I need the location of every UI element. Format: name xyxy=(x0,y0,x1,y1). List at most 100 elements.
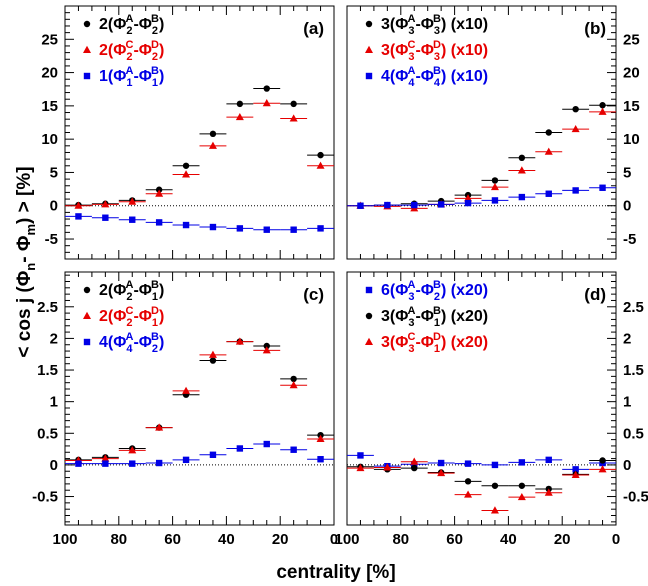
x-tick-label: 0 xyxy=(330,531,338,548)
legend-label-part: ) xyxy=(159,42,164,59)
legend-label-part: 1(Φ xyxy=(99,68,126,85)
data-point xyxy=(290,226,297,233)
y-axis-label-sub: m xyxy=(23,224,38,236)
data-point xyxy=(517,492,526,501)
legend-label-part: ) xyxy=(159,282,164,299)
data-point xyxy=(518,193,526,201)
legend-label-part: C xyxy=(407,39,415,51)
legend-label-part: ) xyxy=(159,16,164,33)
data-point xyxy=(383,463,392,471)
data-point xyxy=(365,20,373,28)
legend-label-part: 1 xyxy=(152,291,158,303)
data-point xyxy=(572,466,579,473)
y-axis-label-sub: n xyxy=(23,263,38,271)
data-point xyxy=(464,460,472,467)
y-tick-label: 0 xyxy=(50,198,58,215)
data-point xyxy=(545,190,552,197)
data-series xyxy=(347,457,616,514)
data-point xyxy=(317,456,324,463)
legend-label: 3(Φ3C-Φ3D) (x10) xyxy=(381,39,488,63)
legend-label-part: B xyxy=(433,65,441,77)
y-tick-label: 20 xyxy=(41,65,58,82)
data-point xyxy=(182,456,190,464)
data-point xyxy=(263,85,270,92)
legend-label: 6(Φ3A-Φ2B) (x20) xyxy=(381,279,488,303)
legend-label-part: ) (x10) xyxy=(441,42,488,59)
data-point xyxy=(317,225,324,232)
y-axis-label: < cos j (Φn- Φm) > [%] xyxy=(14,166,38,357)
data-point xyxy=(544,147,553,155)
x-tick-label: 0 xyxy=(612,531,620,548)
y-tick-label: -0.5 xyxy=(623,489,648,506)
y-tick-label: 10 xyxy=(623,131,640,148)
data-point xyxy=(518,482,526,489)
data-point xyxy=(598,465,607,473)
legend-label-part: 2 xyxy=(152,51,158,63)
y-tick-label: -0.5 xyxy=(32,489,58,506)
legend-label: 3(Φ3C-Φ1D) (x20) xyxy=(381,331,488,355)
x-tick-label: 60 xyxy=(164,531,181,548)
y-tick-label: 15 xyxy=(41,98,58,115)
data-point xyxy=(365,72,373,80)
data-point xyxy=(545,129,552,136)
y-tick-label: -5 xyxy=(623,231,636,248)
chart-panel: 100 80 60 40 20 0-0.500.511.522.5(d)6(Φ3A-Φ2B… xyxy=(334,271,648,548)
legend-label-part: B xyxy=(433,13,441,25)
data-point xyxy=(464,490,473,498)
data-point xyxy=(599,184,606,191)
data-point xyxy=(518,154,526,161)
legend: 2(Φ2A-Φ1B)2(Φ2C-Φ1D)4(Φ4A-Φ2B) xyxy=(83,279,164,355)
legend-label-part: 2 xyxy=(126,317,132,329)
y-tick-label: 25 xyxy=(41,31,58,48)
data-point xyxy=(262,346,271,354)
panel-label: (b) xyxy=(584,19,606,38)
data-point xyxy=(317,151,324,159)
y-tick-label: 10 xyxy=(41,131,58,148)
data-point xyxy=(316,161,325,169)
data-point xyxy=(236,100,244,108)
data-point xyxy=(83,20,91,28)
data-point xyxy=(290,446,297,453)
legend-label-part: ) (x10) xyxy=(441,16,488,33)
legend-label: 2(Φ2A-Φ2B) xyxy=(99,13,164,37)
data-point xyxy=(437,201,445,208)
panel-label: (a) xyxy=(303,19,324,38)
legend-label-part: A xyxy=(125,65,133,77)
legend-label-part: 3(Φ xyxy=(381,334,408,351)
legend-label-part: 2 xyxy=(152,25,158,37)
legend: 2(Φ2A-Φ2B)2(Φ2C-Φ2D)1(Φ1A-Φ1B) xyxy=(83,13,164,89)
legend-label-part: -Φ xyxy=(415,282,433,299)
legend-label: 3(Φ3A-Φ3B) (x10) xyxy=(381,13,488,37)
legend-label-part: -Φ xyxy=(415,308,433,325)
legend-label-part: 2 xyxy=(126,25,132,37)
legend-label-part: ) (x20) xyxy=(441,282,488,299)
legend-label-part: A xyxy=(407,13,415,25)
data-point xyxy=(518,459,526,466)
panel-label: (c) xyxy=(303,285,324,304)
data-point xyxy=(316,434,325,442)
legend-label-part: A xyxy=(407,305,415,317)
legend-label-part: ) xyxy=(159,308,164,325)
legend-label-part: A xyxy=(125,279,133,291)
legend-label: 1(Φ1A-Φ1B) xyxy=(99,65,164,89)
legend-label-part: ) (x20) xyxy=(441,334,488,351)
y-tick-label: 5 xyxy=(50,164,58,181)
legend-label-part: ) (x10) xyxy=(441,68,488,85)
data-point xyxy=(290,100,297,108)
data-point xyxy=(236,445,244,452)
legend-label-part: 2 xyxy=(126,291,132,303)
legend-label: 2(Φ2C-Φ2D) xyxy=(99,39,164,63)
legend-label: 4(Φ4A-Φ4B) (x10) xyxy=(381,65,488,89)
legend-label-part: 4 xyxy=(408,77,415,89)
legend-label: 2(Φ2A-Φ1B) xyxy=(99,279,164,303)
data-point xyxy=(544,488,553,496)
legend-label-part: A xyxy=(125,331,133,343)
legend-label-part: 1 xyxy=(434,343,440,355)
legend-label-part: C xyxy=(407,331,415,343)
legend-label-part: 4 xyxy=(126,343,133,355)
data-point xyxy=(262,99,271,107)
data-point xyxy=(491,197,499,204)
legend-label-part: 3 xyxy=(408,51,414,63)
data-point xyxy=(356,463,365,472)
data-point xyxy=(464,194,473,202)
